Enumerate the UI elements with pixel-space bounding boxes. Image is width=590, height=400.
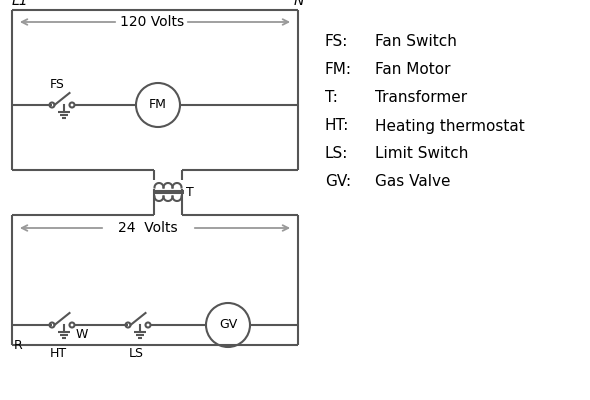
Text: 120 Volts: 120 Volts (120, 15, 184, 29)
Text: HT: HT (50, 347, 67, 360)
Text: N: N (294, 0, 304, 8)
Text: Heating thermostat: Heating thermostat (375, 118, 525, 134)
Text: GV:: GV: (325, 174, 351, 190)
Text: FM:: FM: (325, 62, 352, 78)
Text: FS: FS (50, 78, 65, 91)
Text: 24  Volts: 24 Volts (118, 221, 178, 235)
Text: Fan Motor: Fan Motor (375, 62, 451, 78)
Text: Limit Switch: Limit Switch (375, 146, 468, 162)
Text: FS:: FS: (325, 34, 348, 50)
Text: LS: LS (129, 347, 143, 360)
Text: L1: L1 (12, 0, 29, 8)
Text: Transformer: Transformer (375, 90, 467, 106)
Text: GV: GV (219, 318, 237, 332)
Text: HT:: HT: (325, 118, 349, 134)
Text: W: W (76, 328, 88, 341)
Text: Gas Valve: Gas Valve (375, 174, 451, 190)
Text: T: T (186, 186, 194, 198)
Text: Fan Switch: Fan Switch (375, 34, 457, 50)
Text: T:: T: (325, 90, 338, 106)
Text: LS:: LS: (325, 146, 348, 162)
Text: R: R (14, 339, 23, 352)
Text: FM: FM (149, 98, 167, 112)
